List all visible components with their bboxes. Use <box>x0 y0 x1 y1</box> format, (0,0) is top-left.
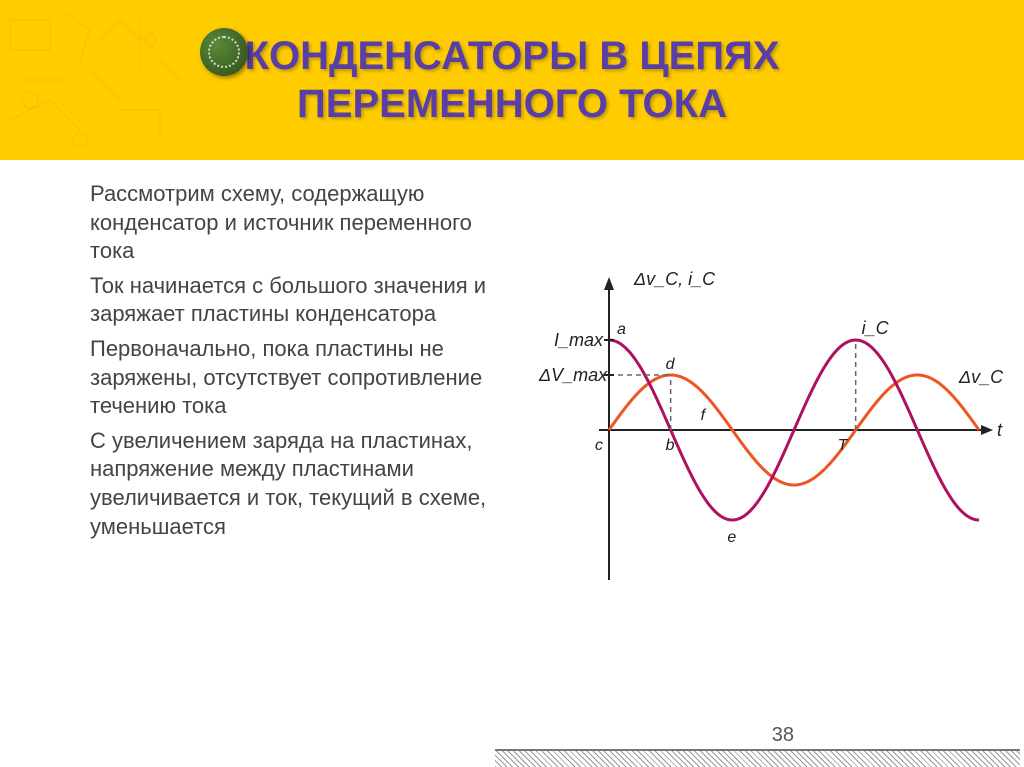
hatch-footer <box>495 749 1020 767</box>
svg-text:Δv_C: Δv_C <box>958 367 1004 387</box>
svg-text:a: a <box>617 321 626 338</box>
svg-text:i_C: i_C <box>862 318 890 338</box>
chart-container: Δv_C, i_Ct I_max ΔV_max a d b c f e Ti_C Δv_C <box>514 230 1004 635</box>
banner-bullet-icon <box>200 28 248 76</box>
svg-text:T: T <box>838 437 849 454</box>
text-column: Рассмотрим схему, содержащую конденсатор… <box>0 180 500 547</box>
svg-text:Δv_C, i_C: Δv_C, i_C <box>633 269 716 289</box>
svg-text:f: f <box>701 407 707 424</box>
paragraph: Рассмотрим схему, содержащую конденсатор… <box>90 180 490 266</box>
svg-text:I_max: I_max <box>554 330 604 350</box>
svg-text:e: e <box>727 529 736 546</box>
title-line-1: КОНДЕНСАТОРЫ В ЦЕПЯХ <box>245 34 780 78</box>
title-banner: КОНДЕНСАТОРЫ В ЦЕПЯХ ПЕРЕМЕННОГО ТОКА <box>0 0 1024 160</box>
svg-text:t: t <box>997 420 1003 440</box>
page-number: 38 <box>772 724 794 747</box>
paragraph: С увеличением заряда на пластинах, напря… <box>90 427 490 541</box>
title-line-2: ПЕРЕМЕННОГО ТОКА <box>297 82 727 126</box>
paragraph: Ток начинается с большого значения и зар… <box>90 272 490 329</box>
paragraph: Первоначально, пока пластины не заряжены… <box>90 335 490 421</box>
svg-text:ΔV_max: ΔV_max <box>538 365 608 385</box>
svg-text:d: d <box>666 356 676 373</box>
banner-pattern <box>0 0 210 160</box>
sine-chart: Δv_C, i_Ct I_max ΔV_max a d b c f e Ti_C Δv_C <box>514 230 1004 630</box>
svg-text:c: c <box>595 437 603 454</box>
slide-title: КОНДЕНСАТОРЫ В ЦЕПЯХ ПЕРЕМЕННОГО ТОКА <box>245 32 780 128</box>
svg-text:b: b <box>666 437 675 454</box>
